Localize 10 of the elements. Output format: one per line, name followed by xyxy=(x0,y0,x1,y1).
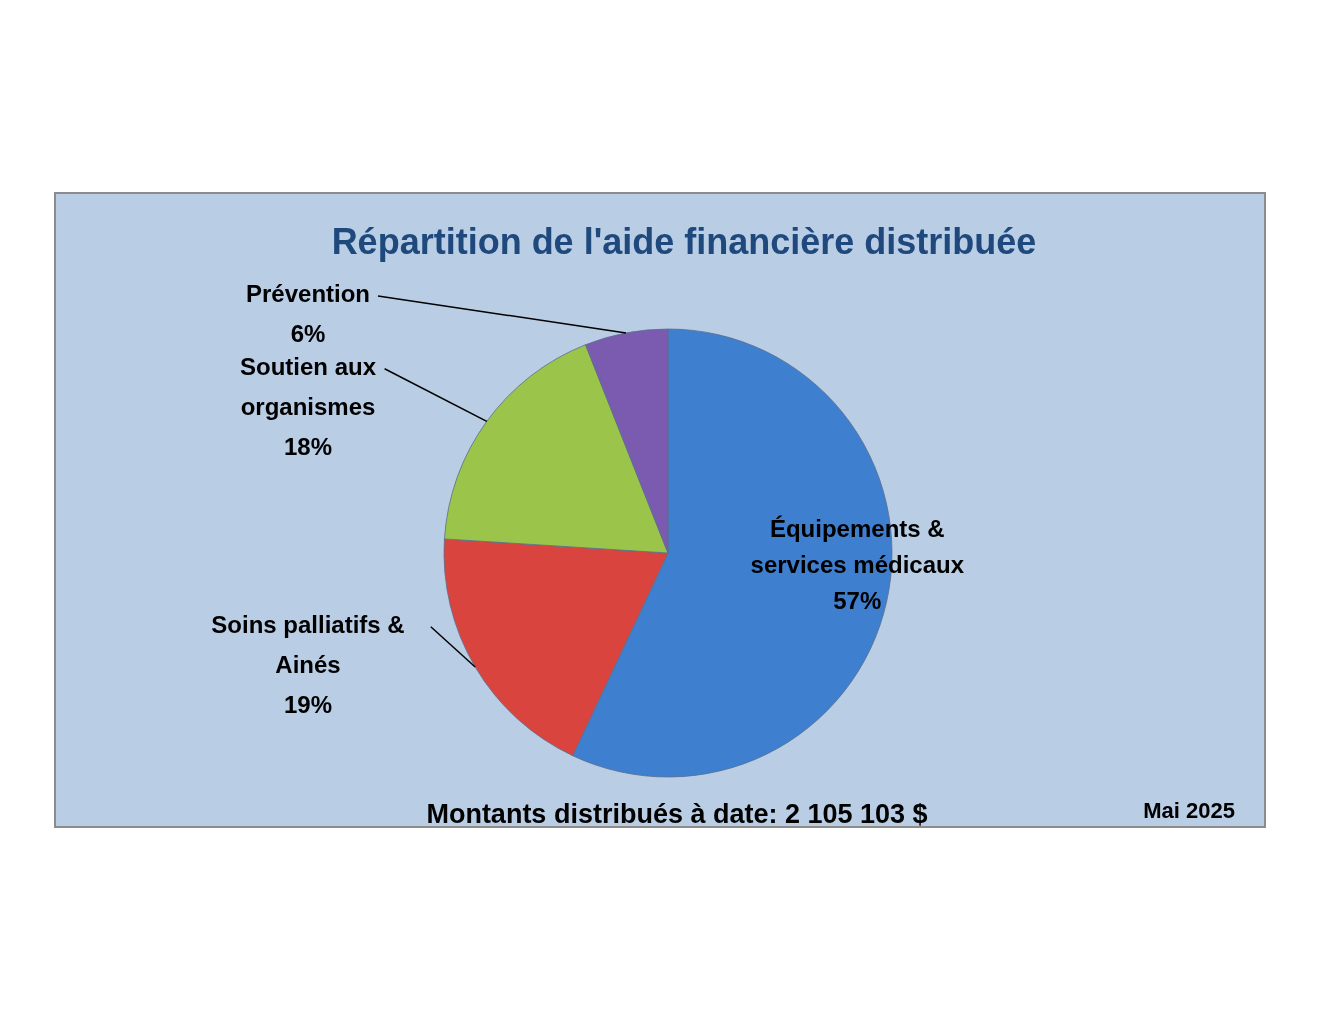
data-label: 19% xyxy=(283,690,333,718)
slice-label: Soutien aux organismes xyxy=(239,352,377,420)
slice-label: Soins palliatifs & Ainés xyxy=(211,610,405,678)
data-label: 57% xyxy=(833,587,882,615)
text: Montants distribués à date: 2 105 103 $ xyxy=(426,799,928,829)
chart-title: Répartition de l'aide financière distribuée xyxy=(331,221,1037,262)
data-label: 18% xyxy=(283,432,333,460)
slice-label: Prévention xyxy=(245,279,371,307)
text: Mai 2025 xyxy=(1143,798,1235,823)
data-label: 6% xyxy=(290,319,326,347)
